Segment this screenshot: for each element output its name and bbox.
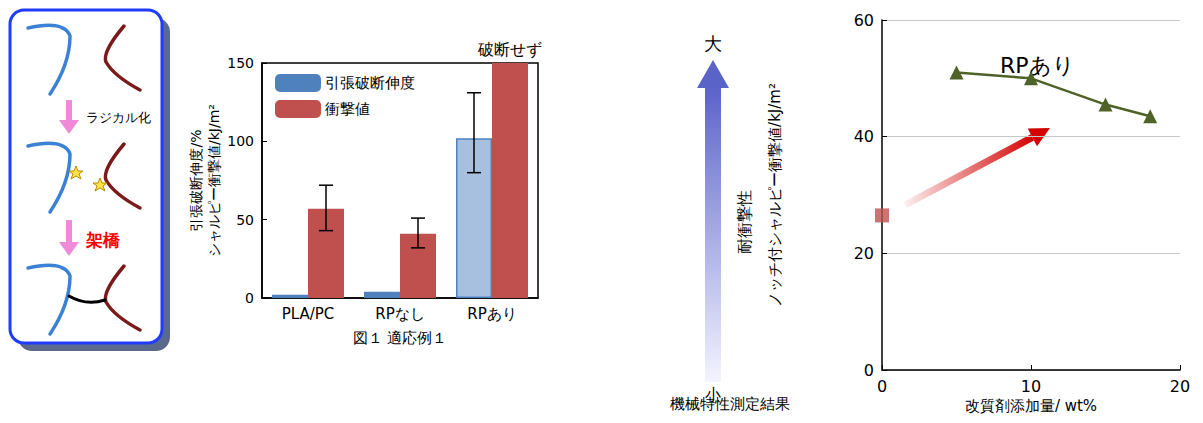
svg-text:150: 150 xyxy=(227,55,254,71)
svg-text:60: 60 xyxy=(854,11,874,30)
svg-text:0: 0 xyxy=(864,361,874,380)
svg-text:ラジカル化: ラジカル化 xyxy=(86,110,151,125)
svg-text:引張破断伸度/%: 引張破断伸度/% xyxy=(188,129,204,231)
svg-text:PLA/PC: PLA/PC xyxy=(282,305,335,323)
svg-text:引張破断伸度: 引張破断伸度 xyxy=(325,74,415,92)
svg-text:RPあり: RPあり xyxy=(467,305,516,323)
svg-text:0: 0 xyxy=(245,290,254,306)
svg-text:架橋: 架橋 xyxy=(85,230,121,250)
svg-text:100: 100 xyxy=(227,133,254,149)
svg-text:衝撃値: 衝撃値 xyxy=(325,100,370,118)
svg-text:耐衝撃性: 耐衝撃性 xyxy=(735,190,754,254)
svg-text:0: 0 xyxy=(877,377,887,396)
svg-text:ノッチ付シャルピー衝撃値/kJ/m²: ノッチ付シャルピー衝撃値/kJ/m² xyxy=(766,83,784,307)
svg-text:改質剤添加量/ wt%: 改質剤添加量/ wt% xyxy=(965,397,1097,415)
svg-text:図１ 適応例１: 図１ 適応例１ xyxy=(353,329,448,347)
svg-text:大: 大 xyxy=(704,33,722,54)
svg-text:40: 40 xyxy=(854,127,874,146)
svg-text:小: 小 xyxy=(705,385,721,404)
svg-text:破断せず: 破断せず xyxy=(477,40,542,59)
svg-text:20: 20 xyxy=(854,244,874,263)
svg-text:50: 50 xyxy=(236,212,254,228)
svg-text:20: 20 xyxy=(1170,377,1190,396)
svg-text:シャルピー衝撃値/kJ/m²: シャルピー衝撃値/kJ/m² xyxy=(206,104,222,257)
svg-text:RPあり: RPあり xyxy=(1000,53,1075,78)
svg-text:RPなし: RPなし xyxy=(375,305,424,323)
svg-text:機械特性測定結果: 機械特性測定結果 xyxy=(670,395,790,413)
svg-text:10: 10 xyxy=(1021,377,1041,396)
